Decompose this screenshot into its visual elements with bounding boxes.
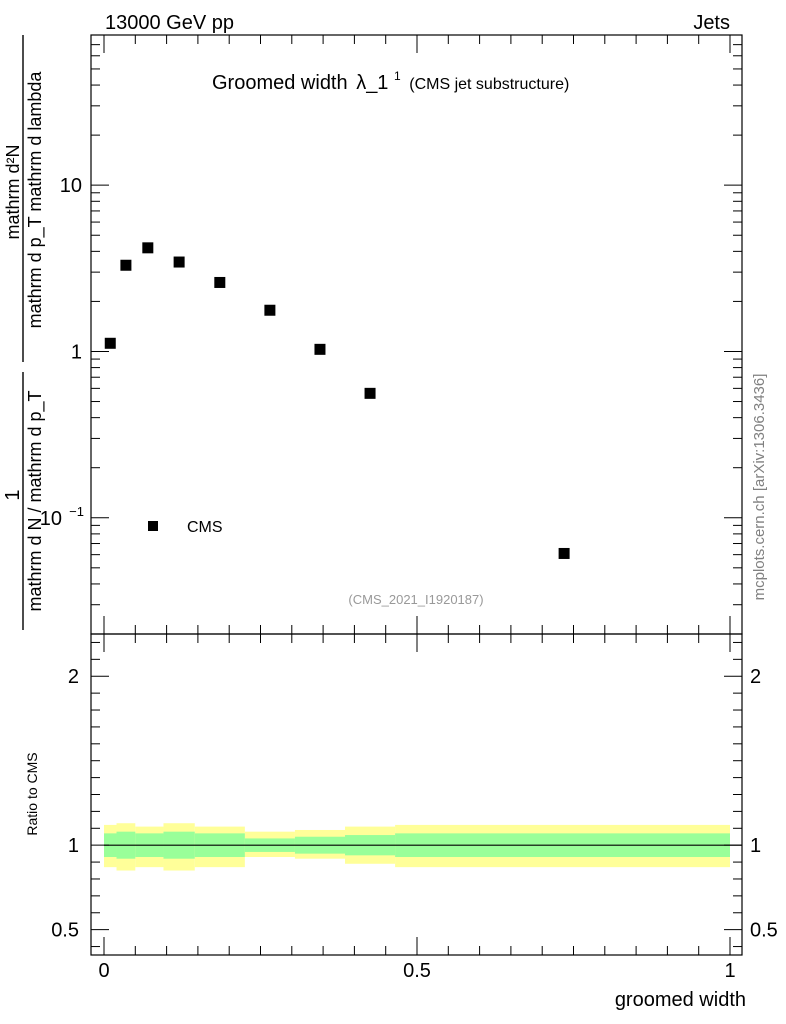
y-tick-label: 10 — [60, 175, 82, 197]
side-label: mcplots.cern.ch [arXiv:1306.3436] — [751, 374, 768, 601]
data-point — [214, 276, 226, 288]
data-point — [264, 304, 276, 316]
plot-title-sup: 1 — [394, 69, 401, 83]
data-point — [558, 547, 570, 559]
ylabel-prefix-den: mathrm d N / mathrm d p_T — [25, 390, 46, 611]
ratio-y-tick-label-right: 0.5 — [750, 920, 778, 942]
plot-title-symbol: λ_1 — [356, 72, 388, 94]
main-plot-ylabel: 1 mathrm d N / mathrm d p_T mathrm d²N m… — [2, 35, 46, 630]
main-plot: 10 −1 1 10 Groomed width λ_1 1 (CMS jet sub… — [2, 34, 743, 635]
legend: CMS — [148, 519, 223, 536]
main-plot-frame — [90, 34, 743, 635]
ratio-y-tick-label-right: 2 — [750, 666, 761, 688]
ratio-plot-y-tick-labels: 0.5 0.5 1 1 2 2 — [51, 666, 778, 941]
ratio-ylabel: Ratio to CMS — [24, 752, 40, 835]
x-tick-label: 1 — [724, 960, 735, 982]
ratio-y-tick-label-left: 2 — [68, 666, 79, 688]
ratio-y-tick-label-left: 1 — [68, 835, 79, 857]
ratio-plot-x-tick-labels: 0 0.5 1 — [98, 960, 735, 982]
main-plot-y-tick-labels: 10 −1 1 10 — [40, 175, 84, 530]
data-point — [314, 343, 326, 355]
ratio-y-tick-label-left: 0.5 — [51, 920, 79, 942]
ratio-plot: 0.5 0.51 12 2 0 0.5 1 Ratio to CMS groomed wi… — [24, 633, 778, 1011]
data-points — [104, 242, 570, 559]
ylabel-prefix-num: 1 — [2, 489, 24, 500]
legend-label: CMS — [187, 519, 223, 536]
analysis-tag: (CMS_2021_I1920187) — [348, 592, 483, 607]
ratio-plot-ticks — [91, 634, 742, 955]
data-point — [364, 387, 376, 399]
ratio-y-tick-label-right: 1 — [750, 835, 761, 857]
x-axis-label: groomed width — [615, 989, 746, 1011]
legend-marker — [148, 521, 158, 531]
header-process-label: Jets — [693, 12, 730, 34]
ylabel-num: mathrm d²N — [3, 144, 23, 239]
data-point — [104, 337, 116, 349]
y-tick-label-exponent: −1 — [69, 504, 84, 519]
x-tick-label: 0 — [98, 960, 109, 982]
data-point — [120, 259, 132, 271]
x-tick-label: 0.5 — [403, 960, 431, 982]
data-point — [142, 242, 154, 254]
main-plot-ticks — [91, 34, 742, 635]
y-tick-label: 1 — [71, 341, 82, 363]
data-point — [173, 256, 185, 268]
header-energy-label: 13000 GeV pp — [105, 12, 234, 34]
plot-title-main: Groomed width — [212, 72, 348, 94]
ratio-plot-frame — [90, 633, 743, 956]
plot-title: Groomed width λ_1 1 (CMS jet substructur… — [212, 63, 569, 94]
ratio-bands — [104, 823, 730, 871]
ylabel-den: mathrm d p_T mathrm d lambda — [25, 71, 46, 329]
y-tick-label: 10 — [40, 508, 62, 530]
plot-title-subtitle: (CMS jet substructure) — [409, 76, 569, 93]
